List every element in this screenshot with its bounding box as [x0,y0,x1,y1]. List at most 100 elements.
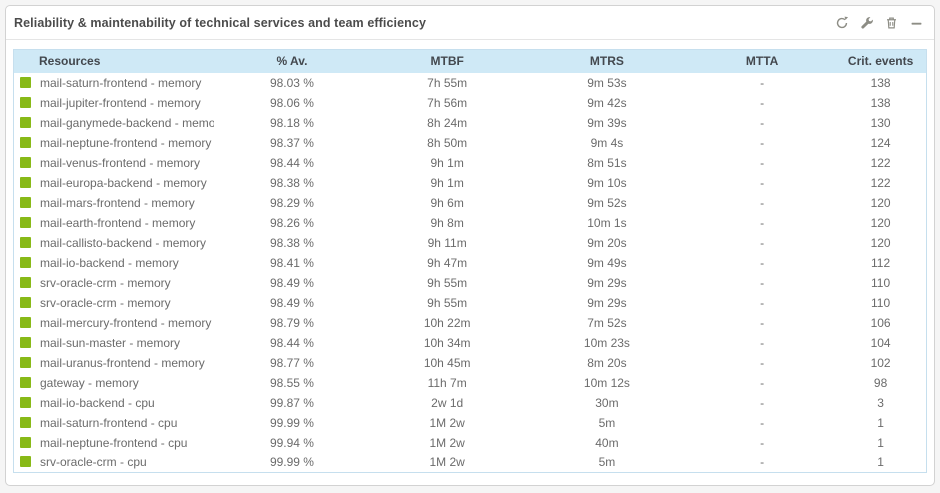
column-header-mtbf[interactable]: MTBF [369,49,525,73]
crit-events-value: 130 [835,112,927,133]
resource-cell: mail-neptune-frontend - memory [13,132,215,153]
mtbf-value: 8h 50m [369,132,525,153]
resource-name[interactable]: mail-uranus-frontend - memory [40,355,205,370]
resource-cell: mail-neptune-frontend - cpu [13,432,215,453]
mtbf-value: 1M 2w [369,412,525,433]
availability-value: 98.41 % [214,252,370,273]
mtrs-value: 10m 12s [524,372,690,393]
wrench-icon[interactable] [859,16,874,31]
mtrs-value: 9m 53s [524,72,690,93]
status-ok-icon [20,196,31,208]
crit-events-value: 124 [835,132,927,153]
availability-value: 98.06 % [214,92,370,113]
mtbf-value: 10h 45m [369,352,525,373]
widget-toolbar [834,16,924,31]
column-header-crit-events[interactable]: Crit. events [835,49,927,73]
resource-name[interactable]: mail-mercury-frontend - memory [40,315,212,330]
status-ok-icon [20,436,31,448]
resource-cell: mail-saturn-frontend - memory [13,72,215,93]
mtta-value: - [689,172,836,193]
trash-icon[interactable] [884,16,899,31]
mtbf-value: 2w 1d [369,392,525,413]
resource-name[interactable]: mail-venus-frontend - memory [40,155,201,170]
resource-name[interactable]: srv-oracle-crm - cpu [40,455,147,470]
crit-events-value: 122 [835,152,927,173]
resource-cell: mail-venus-frontend - memory [13,152,215,173]
crit-events-value: 110 [835,272,927,293]
resource-name[interactable]: mail-callisto-backend - memory [40,235,207,250]
resource-name[interactable]: gateway - memory [40,375,139,390]
mtbf-value: 9h 55m [369,272,525,293]
refresh-icon[interactable] [834,16,849,31]
mtta-value: - [689,332,836,353]
mtbf-value: 7h 55m [369,72,525,93]
mtrs-value: 9m 42s [524,92,690,113]
status-ok-icon [20,416,31,428]
resource-name[interactable]: mail-earth-frontend - memory [40,215,196,230]
availability-value: 98.18 % [214,112,370,133]
resource-cell: mail-ganymede-backend - memory [13,112,215,133]
mtta-value: - [689,352,836,373]
table-row: mail-venus-frontend - memory 98.44 % 9h 1m… [13,152,927,173]
availability-value: 99.99 % [214,412,370,433]
widget-body: Resources % Av. MTBF MTRS MTTA Crit. eve… [6,40,934,473]
status-ok-icon [20,76,31,88]
status-ok-icon [20,176,31,188]
resource-cell: mail-saturn-frontend - cpu [13,412,215,433]
widget-header: Reliability & maintenability of technica… [6,6,934,40]
mtrs-value: 9m 20s [524,232,690,253]
reliability-table: Resources % Av. MTBF MTRS MTTA Crit. eve… [13,49,927,473]
status-ok-icon [20,276,31,288]
resource-name[interactable]: mail-saturn-frontend - memory [40,75,202,90]
resource-name[interactable]: srv-oracle-crm - memory [40,295,171,310]
column-header-availability[interactable]: % Av. [214,49,370,73]
resource-name[interactable]: mail-io-backend - cpu [40,395,155,410]
crit-events-value: 120 [835,232,927,253]
column-header-mtta[interactable]: MTTA [689,49,836,73]
mtbf-value: 9h 8m [369,212,525,233]
availability-value: 98.77 % [214,352,370,373]
availability-value: 98.49 % [214,292,370,313]
widget-title: Reliability & maintenability of technica… [14,16,427,30]
availability-value: 98.44 % [214,152,370,173]
mtta-value: - [689,72,836,93]
mtbf-value: 1M 2w [369,452,525,473]
resource-name[interactable]: mail-europa-backend - memory [40,175,207,190]
resource-name[interactable]: mail-io-backend - memory [40,255,179,270]
resource-name[interactable]: srv-oracle-crm - memory [40,275,171,290]
crit-events-value: 102 [835,352,927,373]
resource-name[interactable]: mail-neptune-frontend - memory [40,135,212,150]
table-row: mail-saturn-frontend - memory 98.03 % 7h 5… [13,72,927,93]
crit-events-value: 1 [835,412,927,433]
mtta-value: - [689,112,836,133]
mtta-value: - [689,412,836,433]
resource-name[interactable]: mail-sun-master - memory [40,335,181,350]
status-ok-icon [20,376,31,388]
status-ok-icon [20,336,31,348]
mtrs-value: 7m 52s [524,312,690,333]
minimize-icon[interactable] [909,16,924,31]
crit-events-value: 120 [835,192,927,213]
table-row: mail-callisto-backend - memory 98.38 % 9h … [13,232,927,253]
status-ok-icon [20,96,31,108]
status-ok-icon [20,356,31,368]
table-row: mail-europa-backend - memory 98.38 % 9h 1m… [13,172,927,193]
mtta-value: - [689,292,836,313]
table-row: mail-sun-master - memory 98.44 % 10h 34m 10… [13,332,927,353]
column-header-mtrs[interactable]: MTRS [524,49,690,73]
table-row: mail-neptune-frontend - memory 98.37 % 8h … [13,132,927,153]
resource-cell: mail-jupiter-frontend - memory [13,92,215,113]
column-header-resources[interactable]: Resources [13,49,215,73]
resource-cell: srv-oracle-crm - memory [13,272,215,293]
resource-name[interactable]: mail-mars-frontend - memory [40,195,195,210]
resource-name[interactable]: mail-neptune-frontend - cpu [40,435,188,450]
resource-name[interactable]: mail-ganymede-backend - memory [40,115,215,130]
table-row: mail-mars-frontend - memory 98.29 % 9h 6m 9… [13,192,927,213]
mtrs-value: 5m [524,452,690,473]
resource-name[interactable]: mail-saturn-frontend - cpu [40,415,178,430]
resource-name[interactable]: mail-jupiter-frontend - memory [40,95,201,110]
mtrs-value: 9m 39s [524,112,690,133]
mtta-value: - [689,392,836,413]
table-row: mail-neptune-frontend - cpu 99.94 % 1M 2w 4… [13,432,927,453]
